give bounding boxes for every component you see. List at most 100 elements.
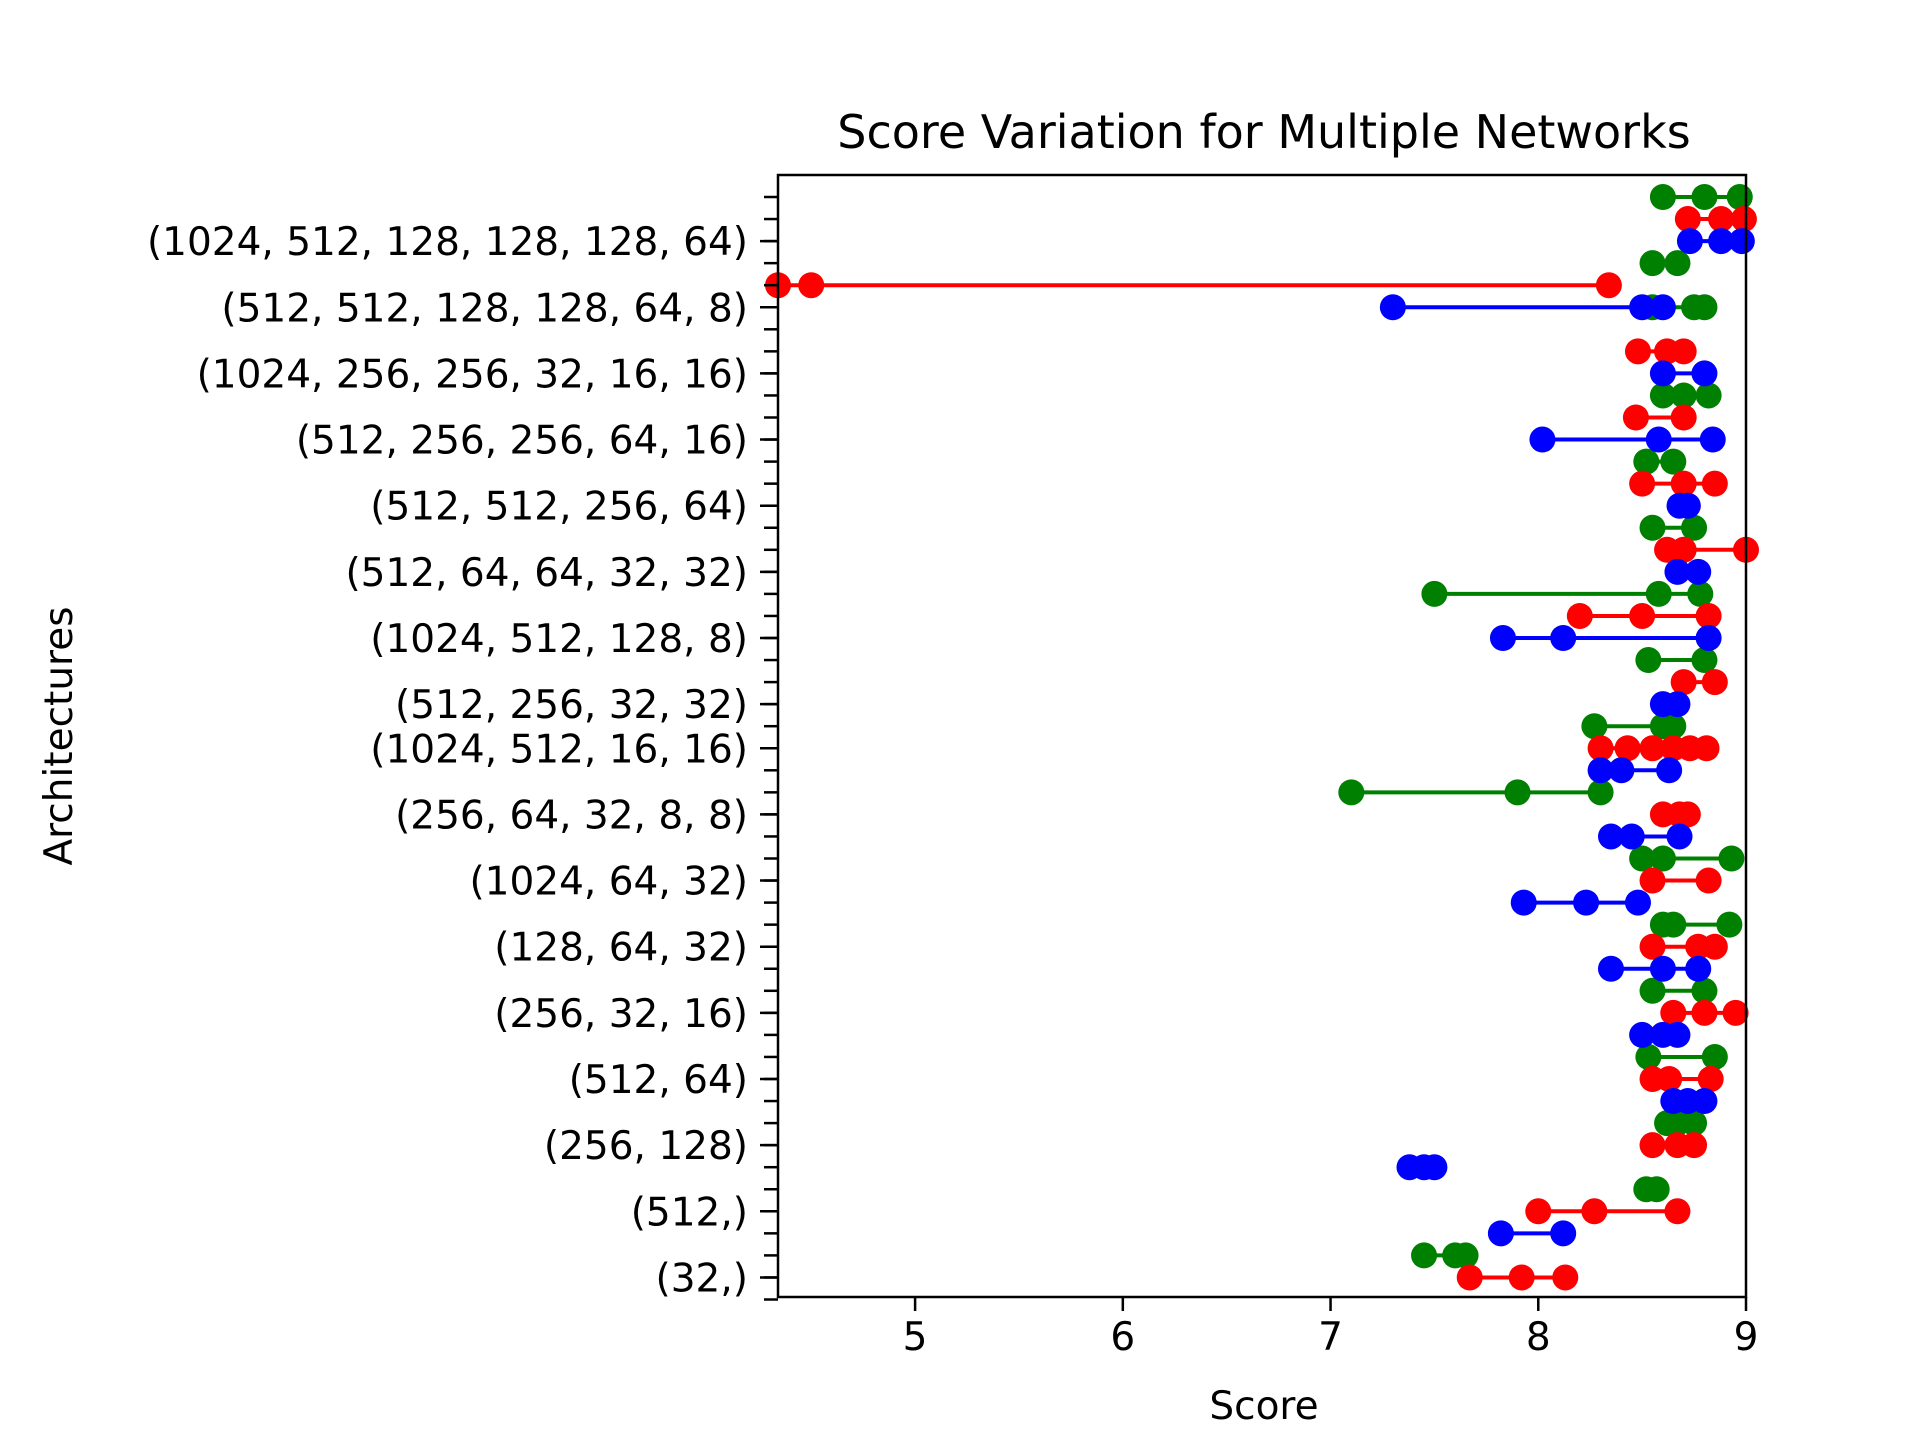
data-point bbox=[1681, 514, 1708, 541]
series-row-1-7 bbox=[1670, 669, 1728, 696]
data-point bbox=[1670, 669, 1697, 696]
series-row-2-6 bbox=[1489, 625, 1722, 651]
series-row-2-8 bbox=[1587, 757, 1683, 784]
series-row-1-8 bbox=[1587, 735, 1720, 762]
data-point bbox=[1624, 889, 1651, 916]
data-point bbox=[1664, 1021, 1691, 1048]
data-point bbox=[1566, 602, 1593, 629]
series-row-0-16 bbox=[1411, 1242, 1479, 1269]
data-point bbox=[1701, 933, 1728, 960]
data-point bbox=[1691, 360, 1718, 387]
series-row-2-5 bbox=[1664, 558, 1712, 585]
series-row-0-1 bbox=[1639, 250, 1691, 277]
data-point bbox=[1699, 426, 1726, 453]
data-point bbox=[1691, 647, 1718, 674]
x-tick-label: 8 bbox=[1526, 1315, 1551, 1360]
series-row-1-14 bbox=[1639, 1132, 1708, 1159]
data-point bbox=[1639, 250, 1666, 277]
data-point bbox=[1670, 382, 1697, 409]
series-row-1-3 bbox=[1622, 404, 1697, 431]
series-row-1-6 bbox=[1566, 602, 1722, 629]
data-point bbox=[1674, 206, 1701, 233]
series-row-0-5 bbox=[1639, 514, 1708, 541]
series-row-0-13 bbox=[1635, 1043, 1728, 1070]
series-row-0-0 bbox=[1649, 184, 1753, 210]
series-row-2-4 bbox=[1666, 492, 1701, 519]
data-point bbox=[1421, 580, 1448, 607]
data-point bbox=[1643, 1176, 1670, 1203]
data-point bbox=[1608, 757, 1635, 784]
series-row-2-1 bbox=[1379, 294, 1676, 321]
data-point bbox=[1656, 1066, 1683, 1092]
data-point bbox=[1695, 625, 1722, 651]
y-tick-label: (1024, 512, 16, 16) bbox=[370, 727, 748, 772]
series-row-2-15 bbox=[1487, 1220, 1577, 1247]
data-point bbox=[1639, 1132, 1666, 1159]
data-point bbox=[1670, 470, 1697, 497]
series-row-2-10 bbox=[1510, 889, 1651, 916]
series-row-1-15 bbox=[1525, 1198, 1691, 1225]
data-point bbox=[1573, 889, 1600, 916]
x-tick-label: 7 bbox=[1318, 1315, 1343, 1360]
data-point bbox=[1676, 228, 1703, 255]
series-row-2-0 bbox=[1676, 228, 1755, 255]
chart-title: Score Variation for Multiple Networks bbox=[837, 105, 1690, 159]
series-row-0-14 bbox=[1654, 1110, 1708, 1137]
data-point bbox=[1338, 779, 1365, 806]
data-point bbox=[1421, 1154, 1448, 1181]
data-point bbox=[1624, 338, 1651, 365]
data-point bbox=[1701, 669, 1728, 696]
series-row-1-9 bbox=[1649, 801, 1701, 828]
series-row-0-9 bbox=[1338, 779, 1614, 806]
x-tick-label: 9 bbox=[1734, 1315, 1759, 1360]
plot-area bbox=[765, 184, 1759, 1291]
data-point bbox=[1722, 999, 1749, 1026]
data-point bbox=[1660, 999, 1687, 1026]
series-row-1-11 bbox=[1639, 933, 1728, 960]
y-tick-label: (512, 512, 256, 64) bbox=[370, 485, 748, 530]
data-point bbox=[1664, 1198, 1691, 1225]
data-point bbox=[1691, 1088, 1718, 1115]
series-row-1-13 bbox=[1639, 1066, 1724, 1092]
data-point bbox=[1587, 757, 1614, 784]
data-point bbox=[1687, 580, 1714, 607]
series-row-1-4 bbox=[1629, 470, 1728, 497]
data-point bbox=[798, 272, 825, 299]
series-row-0-15 bbox=[1633, 1176, 1670, 1203]
series-row-2-3 bbox=[1529, 426, 1726, 453]
data-point bbox=[1674, 801, 1701, 828]
data-point bbox=[1728, 228, 1755, 255]
data-point bbox=[1597, 955, 1624, 982]
data-point bbox=[1633, 448, 1660, 475]
data-point bbox=[1622, 404, 1649, 431]
data-point bbox=[1697, 1066, 1724, 1092]
y-tick-label: (512, 256, 256, 64, 16) bbox=[296, 419, 748, 464]
y-tick-label: (1024, 512, 128, 128, 128, 64) bbox=[147, 220, 748, 265]
data-point bbox=[1614, 735, 1641, 762]
x-axis-label: Score bbox=[1209, 1384, 1318, 1429]
x-axis: 5 6 7 8 9 bbox=[903, 1297, 1759, 1360]
data-point bbox=[1550, 1220, 1577, 1247]
x-tick-label: 5 bbox=[903, 1315, 928, 1360]
series-row-0-12 bbox=[1639, 977, 1718, 1004]
series-row-0-3 bbox=[1649, 382, 1722, 409]
data-point bbox=[1695, 602, 1722, 629]
data-point bbox=[1708, 206, 1735, 233]
data-point bbox=[1670, 536, 1697, 563]
series-row-1-16 bbox=[1456, 1264, 1579, 1291]
data-point bbox=[1701, 470, 1728, 497]
data-point bbox=[1685, 558, 1712, 585]
y-tick-label: (512, 512, 128, 128, 64, 8) bbox=[221, 286, 748, 331]
data-point bbox=[1508, 1264, 1535, 1291]
data-point bbox=[1718, 845, 1745, 872]
y-tick-label: (32,) bbox=[656, 1256, 748, 1301]
y-tick-label: (256, 128) bbox=[544, 1124, 748, 1169]
data-point bbox=[1649, 294, 1676, 321]
series-row-1-12 bbox=[1660, 999, 1749, 1026]
y-tick-label: (512, 64, 64, 32, 32) bbox=[345, 551, 748, 596]
data-point bbox=[1645, 426, 1672, 453]
y-tick-label: (256, 64, 32, 8, 8) bbox=[395, 793, 748, 838]
series-row-2-13 bbox=[1660, 1088, 1718, 1115]
data-point bbox=[1635, 647, 1662, 674]
data-point bbox=[1649, 955, 1676, 982]
